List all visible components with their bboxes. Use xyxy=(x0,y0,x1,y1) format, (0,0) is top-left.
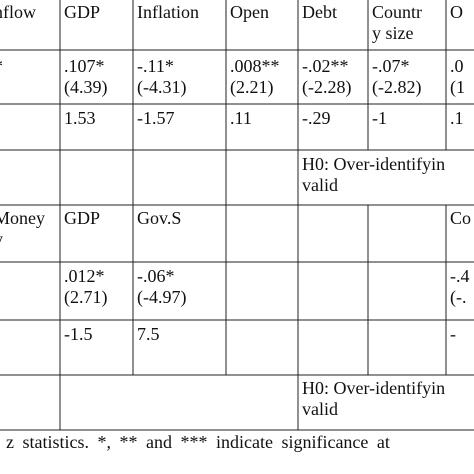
cell: .107* (4.39) xyxy=(64,56,108,97)
header-cell: GDP xyxy=(64,208,101,228)
cell: -1 xyxy=(372,108,387,128)
header-cell: GDP xyxy=(64,2,101,22)
test-note: H0: Over-identifyin valid xyxy=(302,154,446,195)
cell: -1.57 xyxy=(137,108,175,128)
cell: -.4 (-. xyxy=(450,266,470,307)
test-note: H0: Over-identifyin valid xyxy=(302,378,446,419)
header-cell: Open xyxy=(230,2,269,22)
cell: * xyxy=(0,56,3,77)
header-cell: Countr y size xyxy=(372,2,423,43)
header-cell: Co xyxy=(450,208,472,228)
cell: -1.5 xyxy=(64,324,93,344)
cell: -.11* (-4.31) xyxy=(137,56,187,97)
cell: -.02** (-2.28) xyxy=(302,56,352,97)
header-cell: O xyxy=(450,2,463,22)
header-cell: Debt xyxy=(302,2,337,22)
header-cell: Money y xyxy=(0,208,45,249)
header-cell: Gov.S xyxy=(137,208,182,228)
cell: - xyxy=(450,324,456,344)
cell: .11 xyxy=(230,108,252,128)
cell: .008** (2.21) xyxy=(230,56,280,97)
cell: -.06* (-4.97) xyxy=(137,266,187,307)
cell: .012* (2.71) xyxy=(64,266,108,307)
cell: 1.53 xyxy=(64,108,96,128)
header-cell: Inflation xyxy=(137,2,199,22)
footnote: z statistics. *, ** and *** indicate sig… xyxy=(6,432,390,452)
cell: 7.5 xyxy=(137,324,160,344)
cell: .1 xyxy=(450,108,464,128)
cell: -.29 xyxy=(302,108,331,128)
cell: .0 (1 xyxy=(450,56,465,97)
header-cell: nflow xyxy=(0,2,36,22)
cell: -.07* (-2.82) xyxy=(372,56,422,97)
